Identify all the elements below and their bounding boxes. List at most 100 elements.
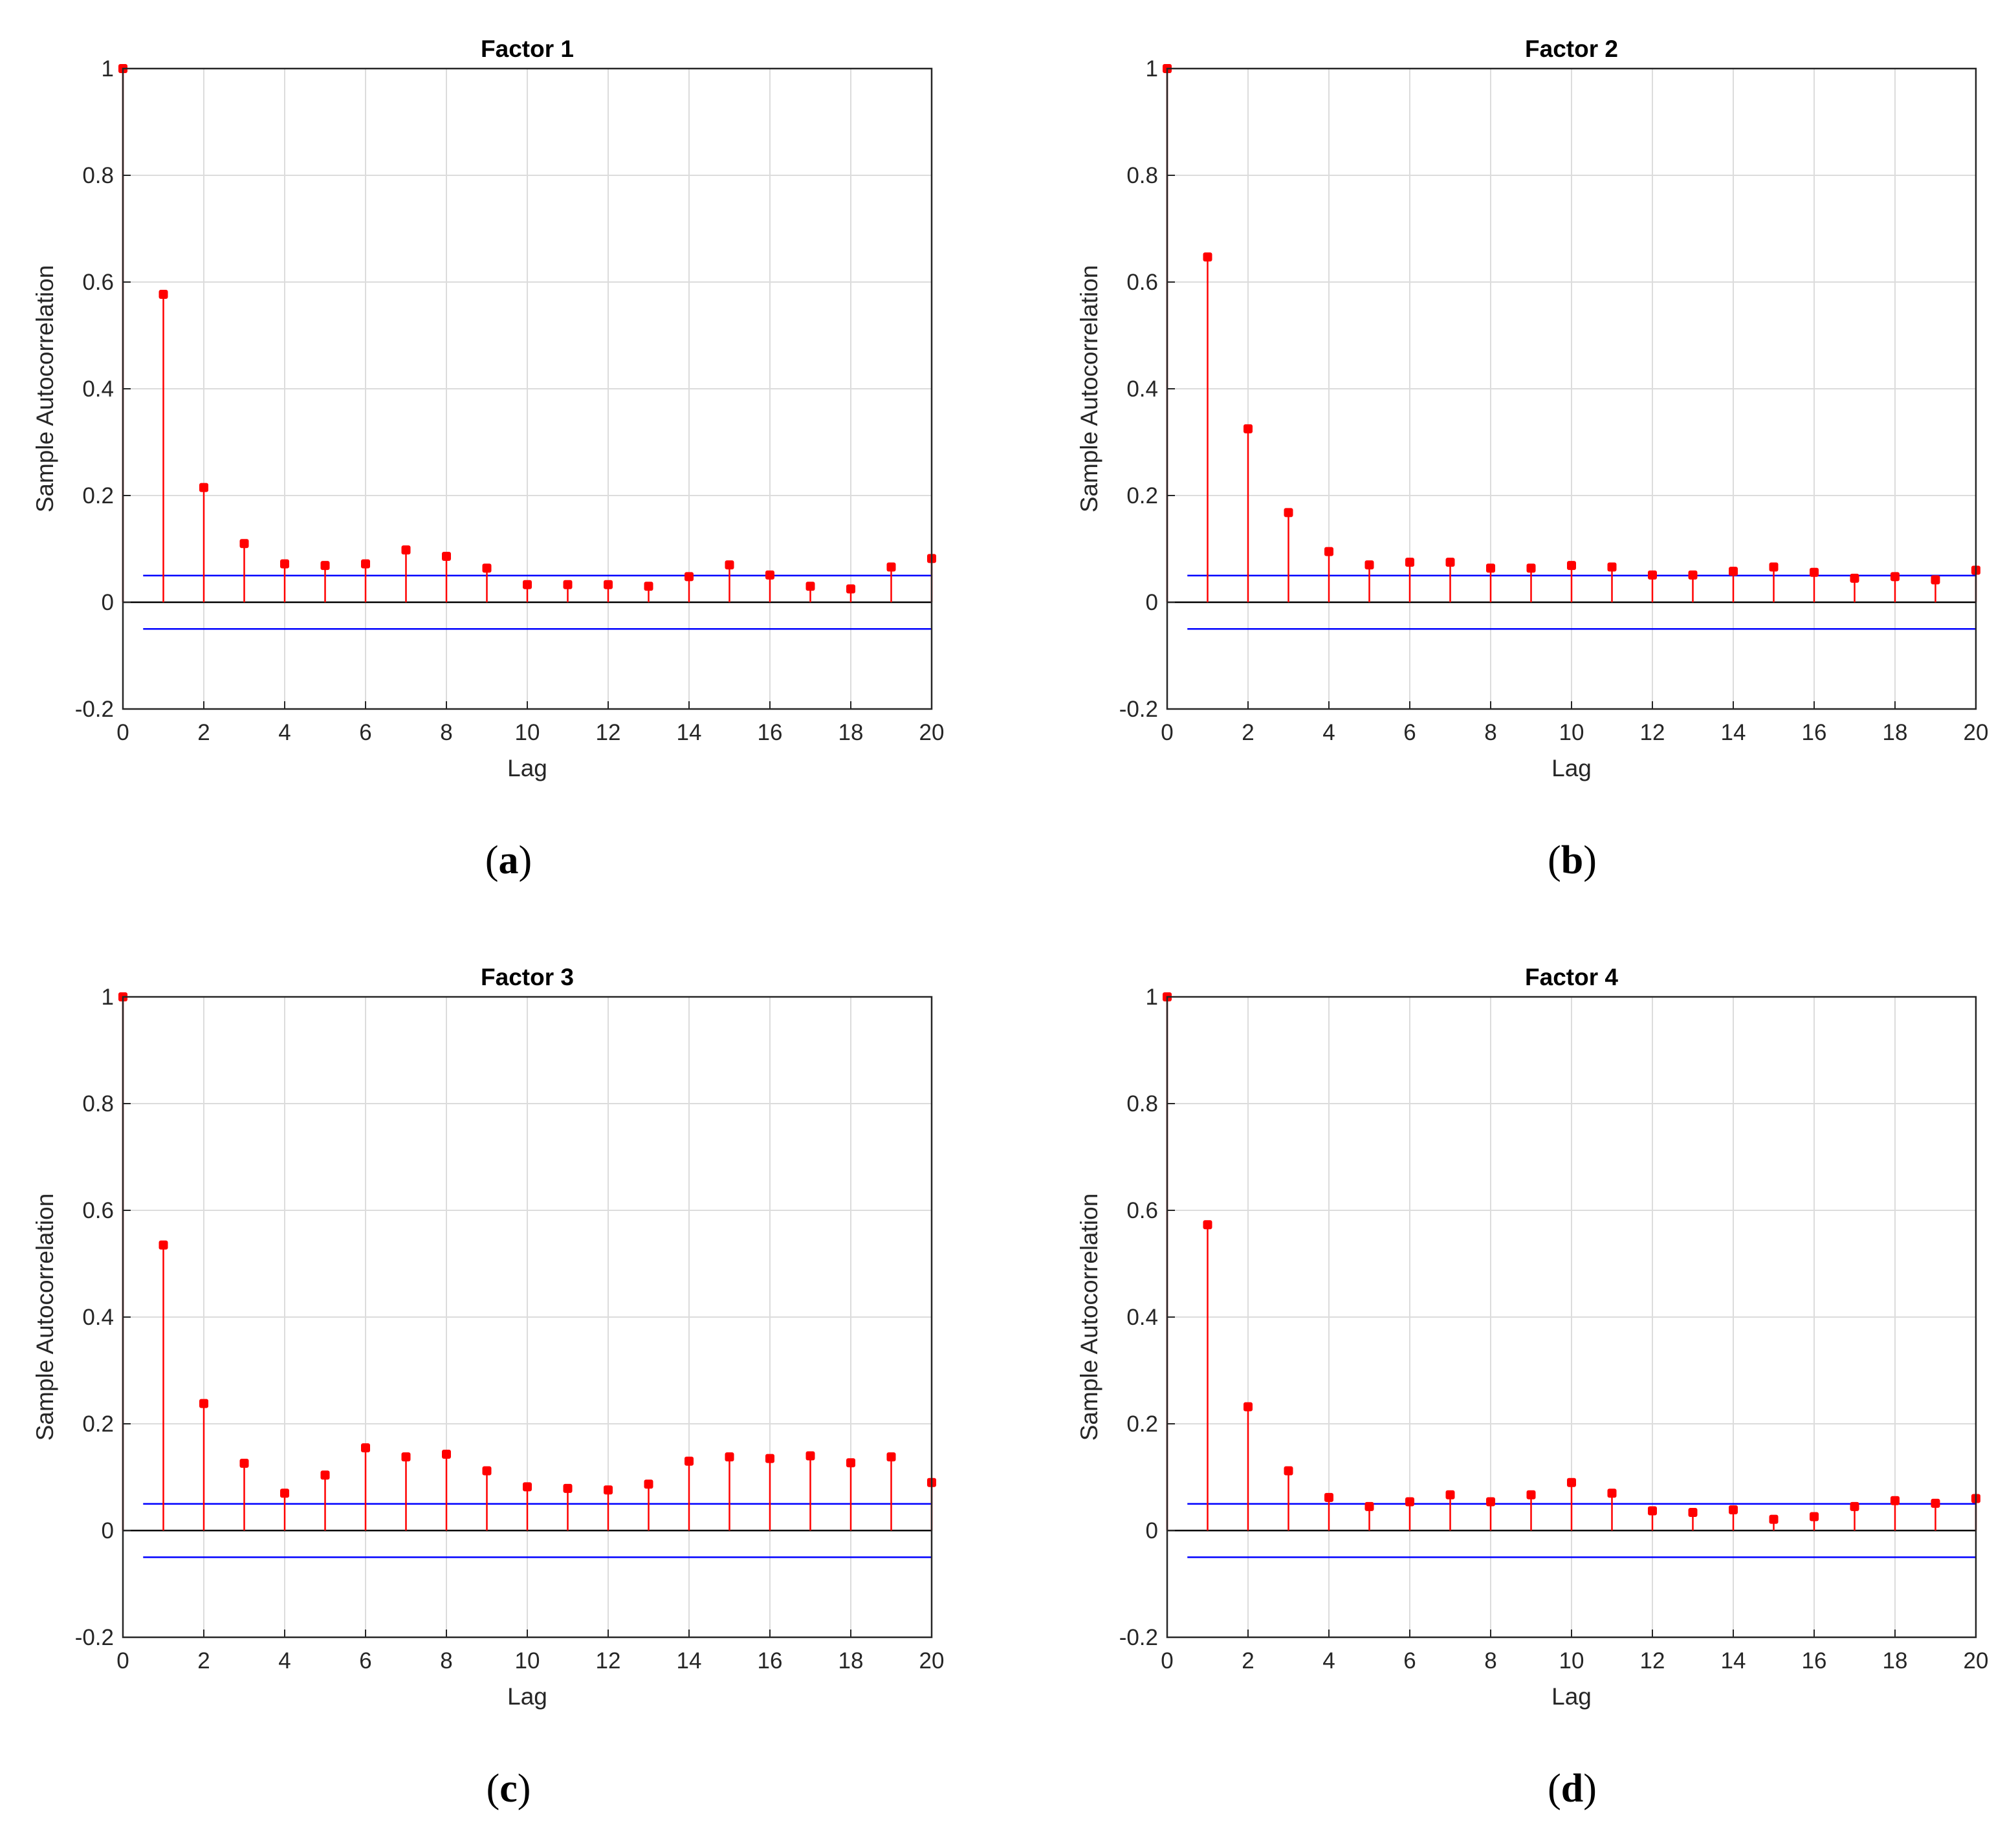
caption-letter: d: [1561, 1767, 1583, 1811]
x-tick-label: 14: [1721, 1648, 1746, 1674]
stem-marker-lag-12: [1648, 570, 1657, 580]
y-axis-label: Sample Autocorrelation: [1076, 265, 1102, 513]
acf-panel-d: 0 2 4 6 8 10 12 14 16 18 20-0.200.20.40.60.81Facto…: [1076, 964, 1988, 1811]
stem-marker-lag-16: [1810, 567, 1819, 577]
stem-marker-lag-10: [1567, 561, 1576, 571]
caption-close-paren: ): [1583, 838, 1597, 882]
stem-marker-lag-7: [1445, 558, 1455, 567]
x-tick-labels: 0 2 4 6 8 10 12 14 16 18 20: [116, 701, 944, 745]
x-tick-label: 10: [1559, 720, 1584, 745]
y-tick-label: 0.8: [82, 163, 114, 188]
stem-marker-lag-12: [604, 580, 613, 589]
x-tick-label: 10: [515, 1648, 540, 1674]
stem-marker-lag-14: [685, 1456, 694, 1466]
stem-marker-lag-9: [1526, 563, 1536, 573]
stem-marker-lag-19: [886, 1452, 896, 1462]
stem-marker-lag-6: [1405, 1497, 1414, 1507]
x-tick-label: 20: [919, 1648, 945, 1674]
stem-marker-lag-2: [199, 1399, 208, 1408]
stem-marker-lag-12: [604, 1485, 613, 1495]
stem-marker-lag-1: [1203, 252, 1212, 262]
x-tick-label: 4: [278, 720, 290, 745]
chart-title: Factor 3: [481, 964, 574, 990]
x-tick-label: 0: [1161, 1648, 1173, 1674]
caption-open-paren: (: [1548, 1767, 1561, 1811]
y-tick-label: 0.8: [1126, 163, 1158, 188]
stem-marker-lag-16: [765, 1454, 774, 1463]
y-tick-label: 0.2: [1126, 1412, 1158, 1437]
x-tick-label: 10: [1559, 1648, 1584, 1674]
stem-marker-lag-7: [1445, 1490, 1455, 1499]
x-tick-label: 14: [677, 720, 702, 745]
stem-marker-lag-9: [1526, 1490, 1536, 1499]
y-tick-label: 1: [102, 56, 114, 82]
stem-marker-lag-13: [644, 582, 653, 591]
stem-marker-lag-14: [685, 572, 694, 582]
y-tick-label: -0.2: [75, 1625, 114, 1650]
y-axis-label: Sample Autocorrelation: [32, 1194, 58, 1441]
stem-marker-lag-10: [1567, 1478, 1576, 1487]
stem-marker-lag-19: [1931, 1498, 1940, 1508]
y-tick-labels: -0.2 0 0.2 0.4 0.6 0.8 1: [75, 56, 131, 722]
panel-caption: (c): [487, 1767, 531, 1811]
x-tick-label: 12: [596, 1648, 621, 1674]
stem-marker-lag-2: [1244, 424, 1253, 433]
stem-marker-lag-11: [1607, 1488, 1617, 1498]
y-tick-label: 0.8: [1126, 1091, 1158, 1117]
caption-close-paren: ): [519, 838, 532, 882]
stem-marker-lag-19: [886, 562, 896, 572]
y-tick-label: 0.4: [82, 376, 114, 402]
stem-marker-lag-3: [239, 1459, 249, 1468]
x-tick-label: 6: [1403, 720, 1416, 745]
stem-marker-lag-4: [1324, 1492, 1333, 1502]
stem-marker-lag-4: [280, 1488, 289, 1498]
stem-marker-lag-17: [805, 1451, 815, 1461]
y-tick-label: 0: [1146, 1518, 1158, 1543]
y-tick-label: 0.6: [1126, 1198, 1158, 1223]
y-tick-label: 0: [102, 590, 114, 615]
x-tick-labels: 0 2 4 6 8 10 12 14 16 18 20: [1161, 701, 1988, 745]
stem-marker-lag-16: [765, 570, 774, 580]
y-tick-label: 0: [102, 1518, 114, 1543]
x-tick-label: 0: [116, 1648, 129, 1674]
stem-marker-lag-18: [1890, 1496, 1900, 1505]
stem-marker-lag-2: [199, 483, 208, 492]
x-tick-label: 20: [1964, 720, 1989, 745]
y-tick-label: -0.2: [75, 697, 114, 722]
x-axis-label: Lag: [507, 1683, 547, 1710]
chart-title: Factor 4: [1525, 964, 1618, 990]
y-tick-label: 0.6: [1126, 270, 1158, 295]
stem-marker-lag-1: [159, 1240, 168, 1250]
y-axis-label: Sample Autocorrelation: [32, 265, 58, 513]
stem-marker-lag-3: [1284, 508, 1293, 518]
x-tick-label: 20: [1964, 1648, 1989, 1674]
stem-marker-lag-4: [1324, 547, 1333, 556]
stem-marker-lag-10: [523, 1482, 532, 1492]
stem-marker-lag-7: [401, 545, 411, 555]
stem-marker-lag-17: [1850, 1501, 1859, 1511]
x-tick-label: 14: [677, 1648, 702, 1674]
x-tick-label: 14: [1721, 720, 1746, 745]
stem-marker-lag-5: [320, 1470, 330, 1480]
y-tick-label: 1: [1146, 56, 1158, 82]
caption-letter: c: [499, 1767, 518, 1811]
stem-marker-lag-18: [846, 1458, 855, 1468]
stem-marker-lag-1: [1203, 1220, 1212, 1230]
stem-marker-lag-13: [644, 1479, 653, 1489]
x-tick-label: 2: [197, 720, 210, 745]
x-tick-label: 16: [758, 1648, 783, 1674]
stem-marker-lag-17: [1850, 573, 1859, 583]
caption-letter: a: [499, 838, 519, 882]
x-tick-label: 20: [919, 720, 945, 745]
caption-open-paren: (: [485, 838, 499, 882]
stem-marker-lag-11: [1607, 562, 1617, 572]
stem-marker-lag-6: [1405, 558, 1414, 567]
x-tick-label: 18: [838, 720, 864, 745]
caption-close-paren: ): [1583, 1767, 1597, 1811]
y-tick-labels: -0.2 0 0.2 0.4 0.6 0.8 1: [1119, 985, 1175, 1650]
x-tick-labels: 0 2 4 6 8 10 12 14 16 18 20: [1161, 1630, 1988, 1674]
x-tick-label: 18: [838, 1648, 864, 1674]
stem-marker-lag-11: [563, 1483, 573, 1493]
stem-marker-lag-5: [1364, 1501, 1374, 1511]
panel-caption: (d): [1548, 1767, 1597, 1811]
